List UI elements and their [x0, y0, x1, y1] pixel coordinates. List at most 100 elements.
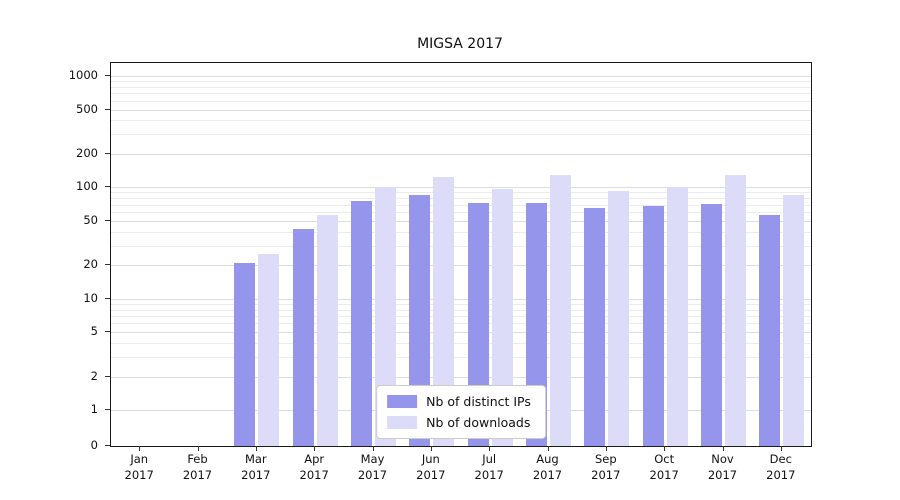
y-tick-label: 5 [90, 324, 98, 339]
x-tick-mark [605, 446, 607, 451]
gridline [111, 265, 811, 267]
gridline [111, 220, 811, 222]
x-tick-mark [314, 446, 316, 451]
gridline [111, 153, 811, 155]
gridline [111, 343, 811, 344]
legend: Nb of distinct IPs Nb of downloads [376, 385, 546, 439]
gridline [111, 323, 811, 325]
gridline [111, 332, 811, 334]
y-tick-label: 1000 [68, 68, 98, 82]
plot-area: Nb of distinct IPs Nb of downloads [110, 62, 812, 447]
bar-distinct-ips [759, 215, 781, 446]
x-tick-mark [139, 446, 141, 451]
bar-distinct-ips [584, 208, 606, 446]
gridline [111, 245, 811, 247]
y-tick-label: 2 [90, 368, 98, 383]
y-tick-label: 500 [76, 101, 98, 116]
gridline [111, 309, 811, 311]
x-tick-mark [664, 446, 666, 451]
gridline [111, 134, 811, 136]
y-tick-label: 10 [83, 290, 98, 305]
y-tick-label: 200 [76, 145, 98, 160]
x-tick-mark [489, 446, 491, 451]
x-tick-label: May 2017 [357, 452, 388, 483]
gridline [111, 120, 811, 122]
bar-downloads [258, 254, 280, 446]
x-tick-label: Jul 2017 [474, 452, 504, 483]
x-tick-mark [780, 446, 782, 451]
x-tick-mark [547, 446, 549, 451]
x-tick-label: Aug 2017 [532, 452, 563, 483]
legend-swatch-distinct-ips-icon [387, 395, 418, 408]
gridline [111, 212, 811, 213]
bar-downloads [550, 174, 571, 446]
y-tick-label: 100 [76, 179, 98, 194]
bar-distinct-ips [642, 206, 664, 446]
legend-label-downloads: Nb of downloads [426, 415, 531, 430]
y-tick-mark [105, 219, 110, 221]
gridline [111, 192, 811, 194]
bar-distinct-ips [701, 203, 722, 446]
gridline [111, 198, 811, 200]
gridline [111, 231, 811, 233]
x-tick-label: Nov 2017 [707, 452, 738, 483]
x-tick-mark [372, 446, 374, 451]
x-tick-label: Jun 2017 [416, 452, 446, 483]
legend-item-downloads: Nb of downloads [387, 415, 531, 430]
gridline [111, 303, 811, 305]
bar-downloads [491, 188, 513, 446]
bar-downloads [725, 174, 746, 446]
y-tick-mark [105, 375, 110, 377]
legend-item-distinct-ips: Nb of distinct IPs [387, 394, 531, 409]
gridline [111, 93, 811, 95]
gridline [111, 100, 811, 102]
legend-swatch-downloads-icon [387, 416, 418, 429]
x-tick-label: Oct 2017 [649, 452, 679, 483]
gridline [111, 109, 811, 111]
y-tick-mark [105, 409, 110, 410]
x-tick-label: Dec 2017 [766, 452, 796, 483]
y-tick-label: 50 [83, 212, 98, 227]
x-tick-mark [722, 446, 724, 451]
y-tick-label: 0 [90, 438, 98, 452]
y-tick-mark [105, 264, 110, 266]
y-tick-mark [105, 75, 110, 76]
x-tick-mark [255, 446, 257, 451]
x-tick-label: Sep 2017 [591, 452, 621, 483]
x-tick-label: Feb 2017 [182, 452, 213, 483]
legend-label-distinct-ips: Nb of distinct IPs [426, 394, 531, 409]
x-tick-mark [197, 446, 199, 451]
y-tick-mark [105, 108, 110, 110]
bar-distinct-ips [351, 201, 372, 446]
bar-distinct-ips [234, 262, 256, 446]
y-tick-label: 1 [90, 402, 98, 416]
bar-downloads [783, 195, 805, 446]
bar-downloads [375, 187, 396, 446]
chart-title: MIGSA 2017 [417, 36, 503, 52]
gridline [111, 204, 811, 206]
y-tick-mark [105, 186, 110, 188]
bar-downloads [666, 187, 688, 446]
x-tick-mark [430, 446, 432, 451]
x-tick-label: Apr 2017 [299, 452, 329, 483]
bar-distinct-ips [292, 229, 314, 446]
gridline [111, 356, 811, 358]
y-tick-mark [105, 152, 110, 154]
y-tick-mark [105, 331, 110, 333]
gridline [111, 315, 811, 317]
y-tick-mark [105, 297, 110, 299]
gridline [111, 76, 811, 77]
gridline [111, 298, 811, 300]
gridline [111, 81, 811, 83]
x-tick-label: Jan 2017 [124, 452, 154, 483]
bar-downloads [316, 214, 338, 446]
bar-distinct-ips [409, 195, 431, 446]
gridline [111, 376, 811, 378]
gridline [111, 187, 811, 189]
x-tick-label: Mar 2017 [241, 452, 271, 483]
y-tick-label: 20 [83, 257, 98, 272]
y-tick-mark [105, 445, 110, 446]
bar-downloads [433, 176, 455, 446]
bar-downloads [608, 190, 630, 446]
